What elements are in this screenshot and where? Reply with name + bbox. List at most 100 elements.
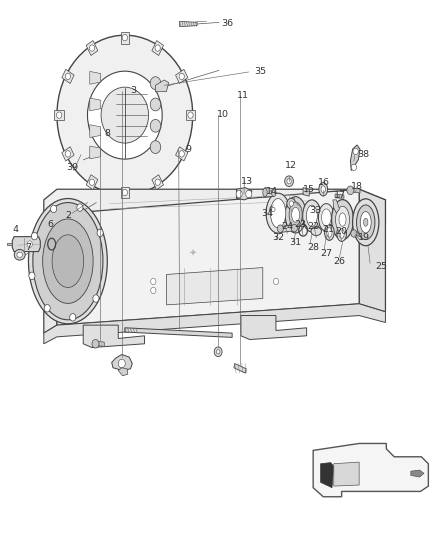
Circle shape: [150, 77, 161, 90]
Ellipse shape: [272, 188, 276, 197]
Text: 7: 7: [25, 244, 32, 252]
Text: 12: 12: [285, 161, 297, 169]
Text: 36: 36: [222, 20, 234, 28]
Polygon shape: [90, 98, 101, 111]
Polygon shape: [12, 237, 40, 252]
Polygon shape: [96, 341, 104, 346]
Polygon shape: [125, 328, 232, 337]
Ellipse shape: [360, 212, 371, 233]
Circle shape: [65, 151, 71, 157]
Polygon shape: [152, 41, 163, 55]
Text: 16: 16: [318, 178, 330, 187]
Text: 31: 31: [290, 238, 302, 247]
Text: 8: 8: [104, 129, 110, 138]
Polygon shape: [334, 462, 359, 486]
Text: 10: 10: [217, 110, 230, 119]
Polygon shape: [86, 41, 98, 55]
Circle shape: [93, 295, 99, 302]
Text: 28: 28: [307, 244, 319, 252]
Ellipse shape: [42, 219, 93, 303]
Circle shape: [50, 205, 57, 213]
Polygon shape: [90, 125, 101, 138]
Circle shape: [65, 73, 71, 79]
Text: 27: 27: [320, 249, 332, 257]
Text: 22: 22: [307, 222, 319, 231]
Polygon shape: [90, 71, 101, 84]
Circle shape: [89, 45, 95, 51]
Ellipse shape: [28, 199, 107, 324]
Circle shape: [214, 347, 222, 357]
Circle shape: [270, 205, 277, 214]
Polygon shape: [354, 231, 364, 237]
Text: 38: 38: [357, 150, 370, 159]
Circle shape: [57, 112, 62, 118]
Polygon shape: [44, 304, 385, 344]
Text: 34: 34: [261, 209, 273, 217]
Text: 25: 25: [375, 262, 387, 271]
Ellipse shape: [270, 198, 286, 228]
Text: 33: 33: [309, 206, 321, 215]
Polygon shape: [234, 364, 246, 373]
Polygon shape: [186, 110, 195, 120]
Polygon shape: [180, 21, 197, 27]
Circle shape: [118, 359, 125, 368]
Circle shape: [27, 241, 32, 247]
Text: 20: 20: [336, 228, 348, 236]
Text: 4: 4: [12, 225, 18, 233]
Ellipse shape: [88, 71, 162, 159]
Circle shape: [351, 164, 357, 171]
Circle shape: [92, 340, 99, 348]
Circle shape: [122, 35, 127, 41]
Ellipse shape: [306, 205, 317, 227]
Circle shape: [44, 304, 50, 312]
Circle shape: [155, 45, 160, 51]
Circle shape: [216, 350, 220, 354]
Circle shape: [272, 207, 275, 212]
Ellipse shape: [336, 206, 350, 233]
Ellipse shape: [357, 205, 375, 240]
Ellipse shape: [327, 228, 332, 237]
Text: 15: 15: [303, 185, 315, 193]
Circle shape: [29, 272, 35, 279]
Polygon shape: [90, 146, 101, 159]
Circle shape: [97, 229, 103, 237]
Circle shape: [122, 189, 127, 196]
Circle shape: [291, 224, 297, 232]
Polygon shape: [83, 325, 145, 348]
Polygon shape: [265, 188, 274, 197]
Ellipse shape: [325, 224, 334, 240]
Polygon shape: [57, 189, 359, 325]
Circle shape: [289, 201, 293, 206]
Text: ✦: ✦: [189, 248, 197, 258]
Text: 39: 39: [66, 164, 78, 172]
Circle shape: [70, 313, 76, 321]
Circle shape: [347, 186, 354, 195]
Circle shape: [179, 73, 184, 79]
Circle shape: [188, 112, 193, 118]
Circle shape: [77, 204, 83, 211]
Polygon shape: [86, 175, 98, 190]
Ellipse shape: [337, 225, 346, 241]
Ellipse shape: [266, 193, 290, 233]
Polygon shape: [7, 243, 12, 245]
Ellipse shape: [33, 203, 103, 320]
Text: 11: 11: [237, 92, 249, 100]
Circle shape: [151, 287, 156, 294]
Polygon shape: [54, 110, 64, 120]
Ellipse shape: [332, 199, 353, 240]
Polygon shape: [335, 194, 344, 198]
Polygon shape: [237, 188, 252, 200]
Text: 24: 24: [281, 222, 293, 231]
Ellipse shape: [52, 235, 84, 288]
Circle shape: [287, 198, 296, 209]
Polygon shape: [155, 80, 169, 92]
Polygon shape: [350, 188, 360, 193]
Polygon shape: [44, 189, 385, 224]
Circle shape: [179, 151, 184, 157]
Ellipse shape: [321, 186, 325, 192]
Ellipse shape: [303, 200, 321, 232]
Polygon shape: [333, 200, 339, 213]
Circle shape: [353, 148, 358, 155]
Ellipse shape: [353, 199, 379, 246]
Circle shape: [246, 190, 252, 198]
